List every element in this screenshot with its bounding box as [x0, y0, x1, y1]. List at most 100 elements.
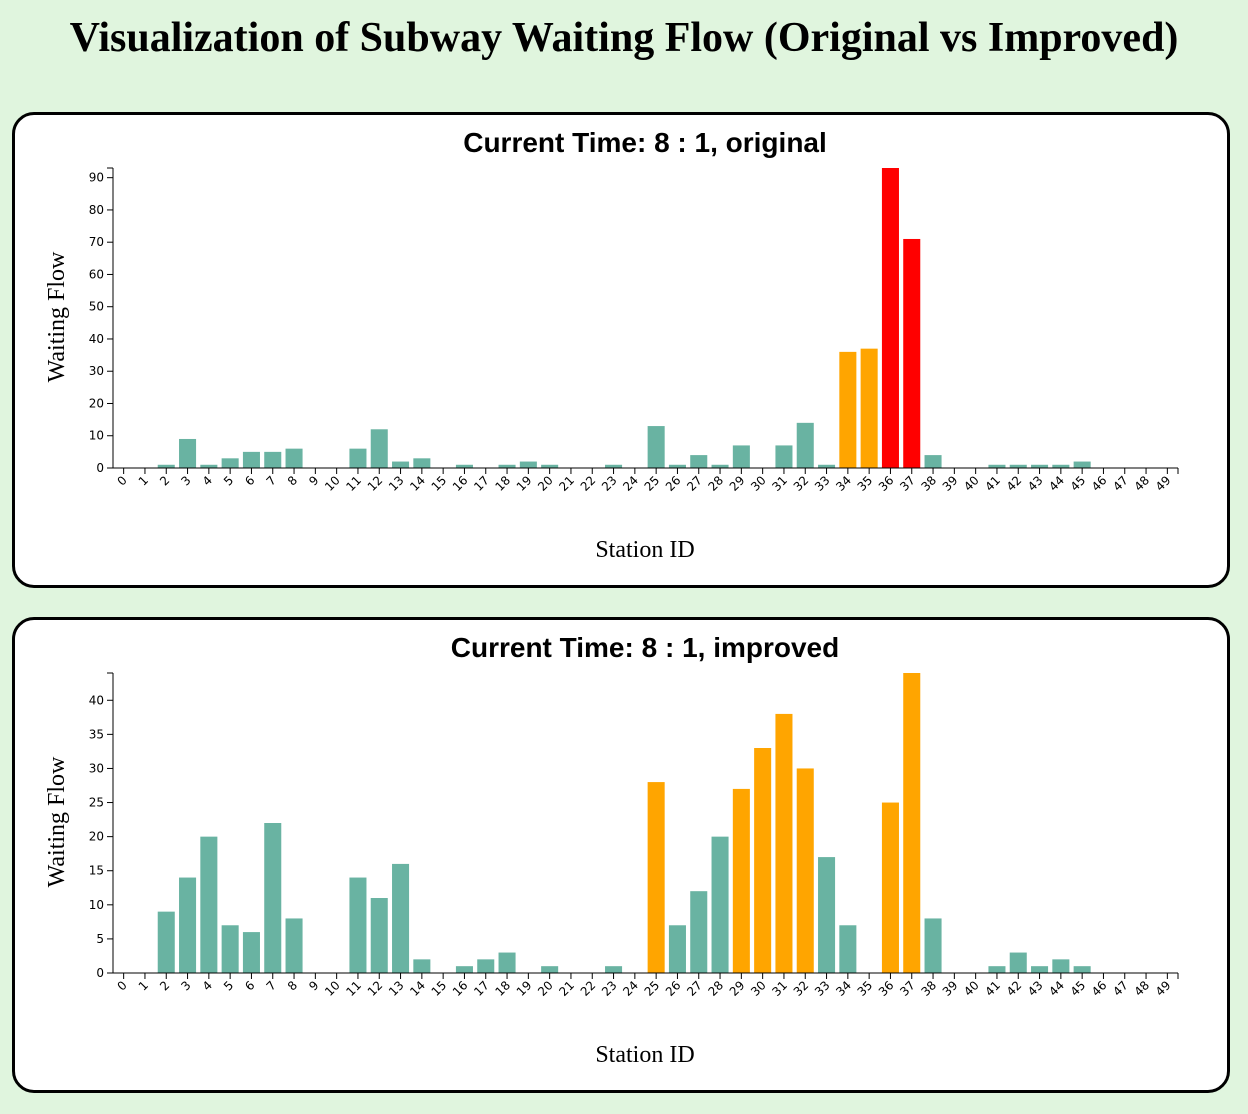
x-tick-label: 41: [982, 473, 1003, 494]
x-tick-label: 25: [642, 978, 663, 999]
x-tick-label: 29: [727, 473, 748, 494]
x-tick-label: 45: [1068, 473, 1089, 494]
x-tick-label: 49: [1153, 978, 1174, 999]
bar-station-20: [541, 966, 559, 973]
bar-station-3: [179, 438, 197, 468]
bar-station-7: [264, 823, 282, 973]
x-tick-label: 19: [514, 978, 535, 999]
x-tick-label: 9: [306, 978, 321, 993]
bar-station-37: [903, 238, 921, 468]
bar-station-5: [221, 458, 239, 468]
y-axis-label: Waiting Flow: [44, 251, 70, 382]
x-tick-label: 7: [264, 473, 279, 488]
x-tick-label: 23: [599, 473, 620, 494]
x-tick-label: 2: [157, 473, 172, 488]
y-tick-label: 35: [89, 727, 104, 741]
x-tick-label: 34: [833, 978, 854, 999]
chart-panel-improved: Current Time: 8 : 1, improved Station ID…: [12, 617, 1230, 1093]
x-tick-label: 36: [876, 978, 897, 999]
y-tick-label: 50: [89, 300, 104, 314]
x-tick-label: 5: [221, 473, 236, 488]
x-tick-label: 22: [578, 978, 599, 999]
bar-station-2: [157, 911, 175, 973]
chart-panel-original: Current Time: 8 : 1, original Station ID…: [12, 112, 1230, 588]
x-tick-label: 3: [178, 473, 193, 488]
chart-title: Current Time: 8 : 1, original: [463, 127, 827, 158]
bar-station-27: [690, 891, 708, 973]
x-tick-label: 1: [136, 473, 151, 488]
x-tick-label: 31: [769, 978, 790, 999]
bar-station-28: [711, 464, 729, 468]
x-tick-label: 21: [556, 978, 577, 999]
x-tick-label: 0: [114, 473, 129, 488]
y-tick-label: 25: [89, 796, 104, 810]
bar-station-3: [179, 877, 197, 973]
bar-station-42: [1009, 464, 1027, 468]
y-tick-label: 0: [96, 966, 104, 980]
bar-station-8: [285, 918, 303, 973]
bar-station-44: [1052, 464, 1070, 468]
x-tick-label: 25: [642, 473, 663, 494]
x-tick-label: 4: [200, 473, 215, 488]
bar-station-18: [498, 952, 516, 973]
x-tick-label: 8: [285, 978, 300, 993]
x-tick-label: 47: [1110, 473, 1131, 494]
bar-station-16: [455, 966, 473, 973]
chart-original: Current Time: 8 : 1, original Station ID…: [44, 127, 1179, 563]
x-tick-label: 23: [599, 978, 620, 999]
bar-station-34: [839, 351, 857, 468]
bars-group: [157, 673, 1091, 973]
x-tick-label: 15: [429, 473, 450, 494]
bar-station-32: [796, 768, 814, 973]
chart-improved: Current Time: 8 : 1, improved Station ID…: [44, 632, 1179, 1068]
x-tick-label: 33: [812, 978, 833, 999]
x-tick-label: 31: [769, 473, 790, 494]
y-tick-label: 40: [89, 332, 104, 346]
bar-station-14: [413, 959, 431, 973]
y-tick-label: 30: [89, 761, 104, 775]
bar-station-19: [519, 461, 537, 468]
bar-station-35: [860, 348, 878, 468]
chart-title: Current Time: 8 : 1, improved: [451, 632, 839, 663]
bar-station-38: [924, 455, 942, 468]
bar-station-26: [668, 464, 686, 468]
x-tick-label: 20: [535, 978, 556, 999]
x-tick-label: 5: [221, 978, 236, 993]
x-tick-label: 14: [407, 978, 428, 999]
x-tick-label: 24: [620, 978, 641, 999]
bar-station-23: [605, 966, 623, 973]
bar-station-45: [1073, 461, 1091, 468]
bar-station-31: [775, 713, 793, 973]
bar-station-36: [881, 802, 899, 973]
x-tick-label: 1: [136, 978, 151, 993]
x-tick-label: 18: [492, 473, 513, 494]
x-tick-label: 44: [1046, 978, 1067, 999]
x-tick-label: 41: [982, 978, 1003, 999]
x-tick-label: 37: [897, 473, 918, 494]
y-tick-label: 80: [89, 203, 104, 217]
bar-station-44: [1052, 959, 1070, 973]
x-tick-label: 14: [407, 473, 428, 494]
bar-station-33: [818, 464, 836, 468]
x-tick-label: 43: [1025, 978, 1046, 999]
x-tick-label: 33: [812, 473, 833, 494]
x-tick-label: 7: [264, 978, 279, 993]
x-tick-label: 44: [1046, 473, 1067, 494]
bar-station-4: [200, 464, 218, 468]
x-tick-label: 45: [1068, 978, 1089, 999]
x-tick-label: 24: [620, 473, 641, 494]
x-tick-label: 36: [876, 473, 897, 494]
x-tick-label: 37: [897, 978, 918, 999]
x-tick-label: 15: [429, 978, 450, 999]
bar-station-5: [221, 925, 239, 973]
x-tick-label: 16: [450, 978, 471, 999]
bar-station-11: [349, 877, 367, 973]
x-tick-label: 49: [1153, 473, 1174, 494]
bar-station-20: [541, 464, 559, 468]
y-tick-label: 30: [89, 364, 104, 378]
page-title: Visualization of Subway Waiting Flow (Or…: [69, 15, 1179, 61]
x-tick-label: 35: [855, 978, 876, 999]
x-tick-label: 27: [684, 473, 705, 494]
bar-station-45: [1073, 966, 1091, 973]
y-axis-label: Waiting Flow: [44, 756, 70, 887]
